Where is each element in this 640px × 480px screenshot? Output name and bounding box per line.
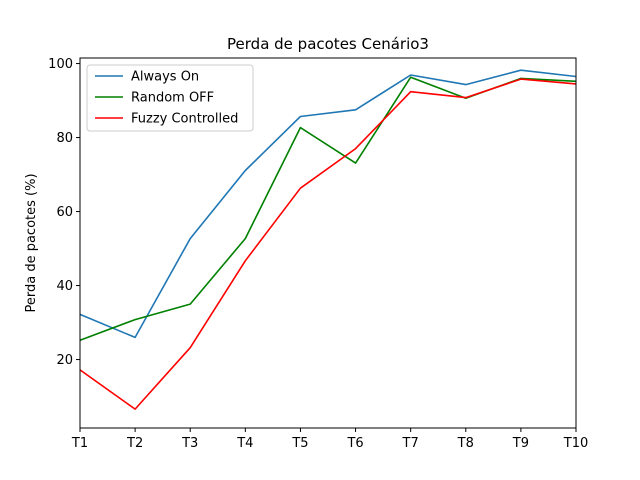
legend-label: Always On — [131, 70, 199, 85]
y-tick-label: 80 — [56, 131, 73, 146]
x-tick-label: T1 — [71, 436, 88, 451]
series-line-2 — [79, 78, 577, 410]
chart-title: Perda de pacotes Cenário3 — [227, 35, 429, 53]
y-tick-label: 20 — [56, 353, 73, 368]
x-tick-label: T10 — [563, 436, 588, 451]
x-tick-label: T8 — [457, 436, 474, 451]
y-tick-label: 40 — [56, 279, 73, 294]
x-tick-label: T6 — [346, 436, 363, 451]
legend: Always On Random OFF Fuzzy Controlled — [86, 64, 254, 132]
y-tick-label: 60 — [56, 205, 73, 220]
legend-box — [86, 64, 254, 132]
series-line-0 — [79, 69, 577, 339]
x-axis: T1 T2 T3 T4 T5 T6 T7 T8 T9 T10 — [71, 428, 588, 451]
plot-frame — [79, 57, 577, 429]
x-tick-label: T5 — [291, 436, 308, 451]
y-axis: 20 40 60 80 100 — [48, 57, 80, 368]
x-tick-label: T7 — [402, 436, 419, 451]
y-tick-label: 100 — [48, 57, 73, 72]
x-tick-label: T9 — [512, 436, 529, 451]
series-layer — [79, 69, 577, 410]
x-tick-label: T4 — [236, 436, 253, 451]
y-axis-label: Perda de pacotes (%) — [24, 173, 39, 312]
legend-label: Fuzzy Controlled — [131, 112, 238, 127]
x-tick-label: T2 — [126, 436, 143, 451]
x-tick-label: T3 — [181, 436, 198, 451]
legend-label: Random OFF — [131, 91, 214, 106]
